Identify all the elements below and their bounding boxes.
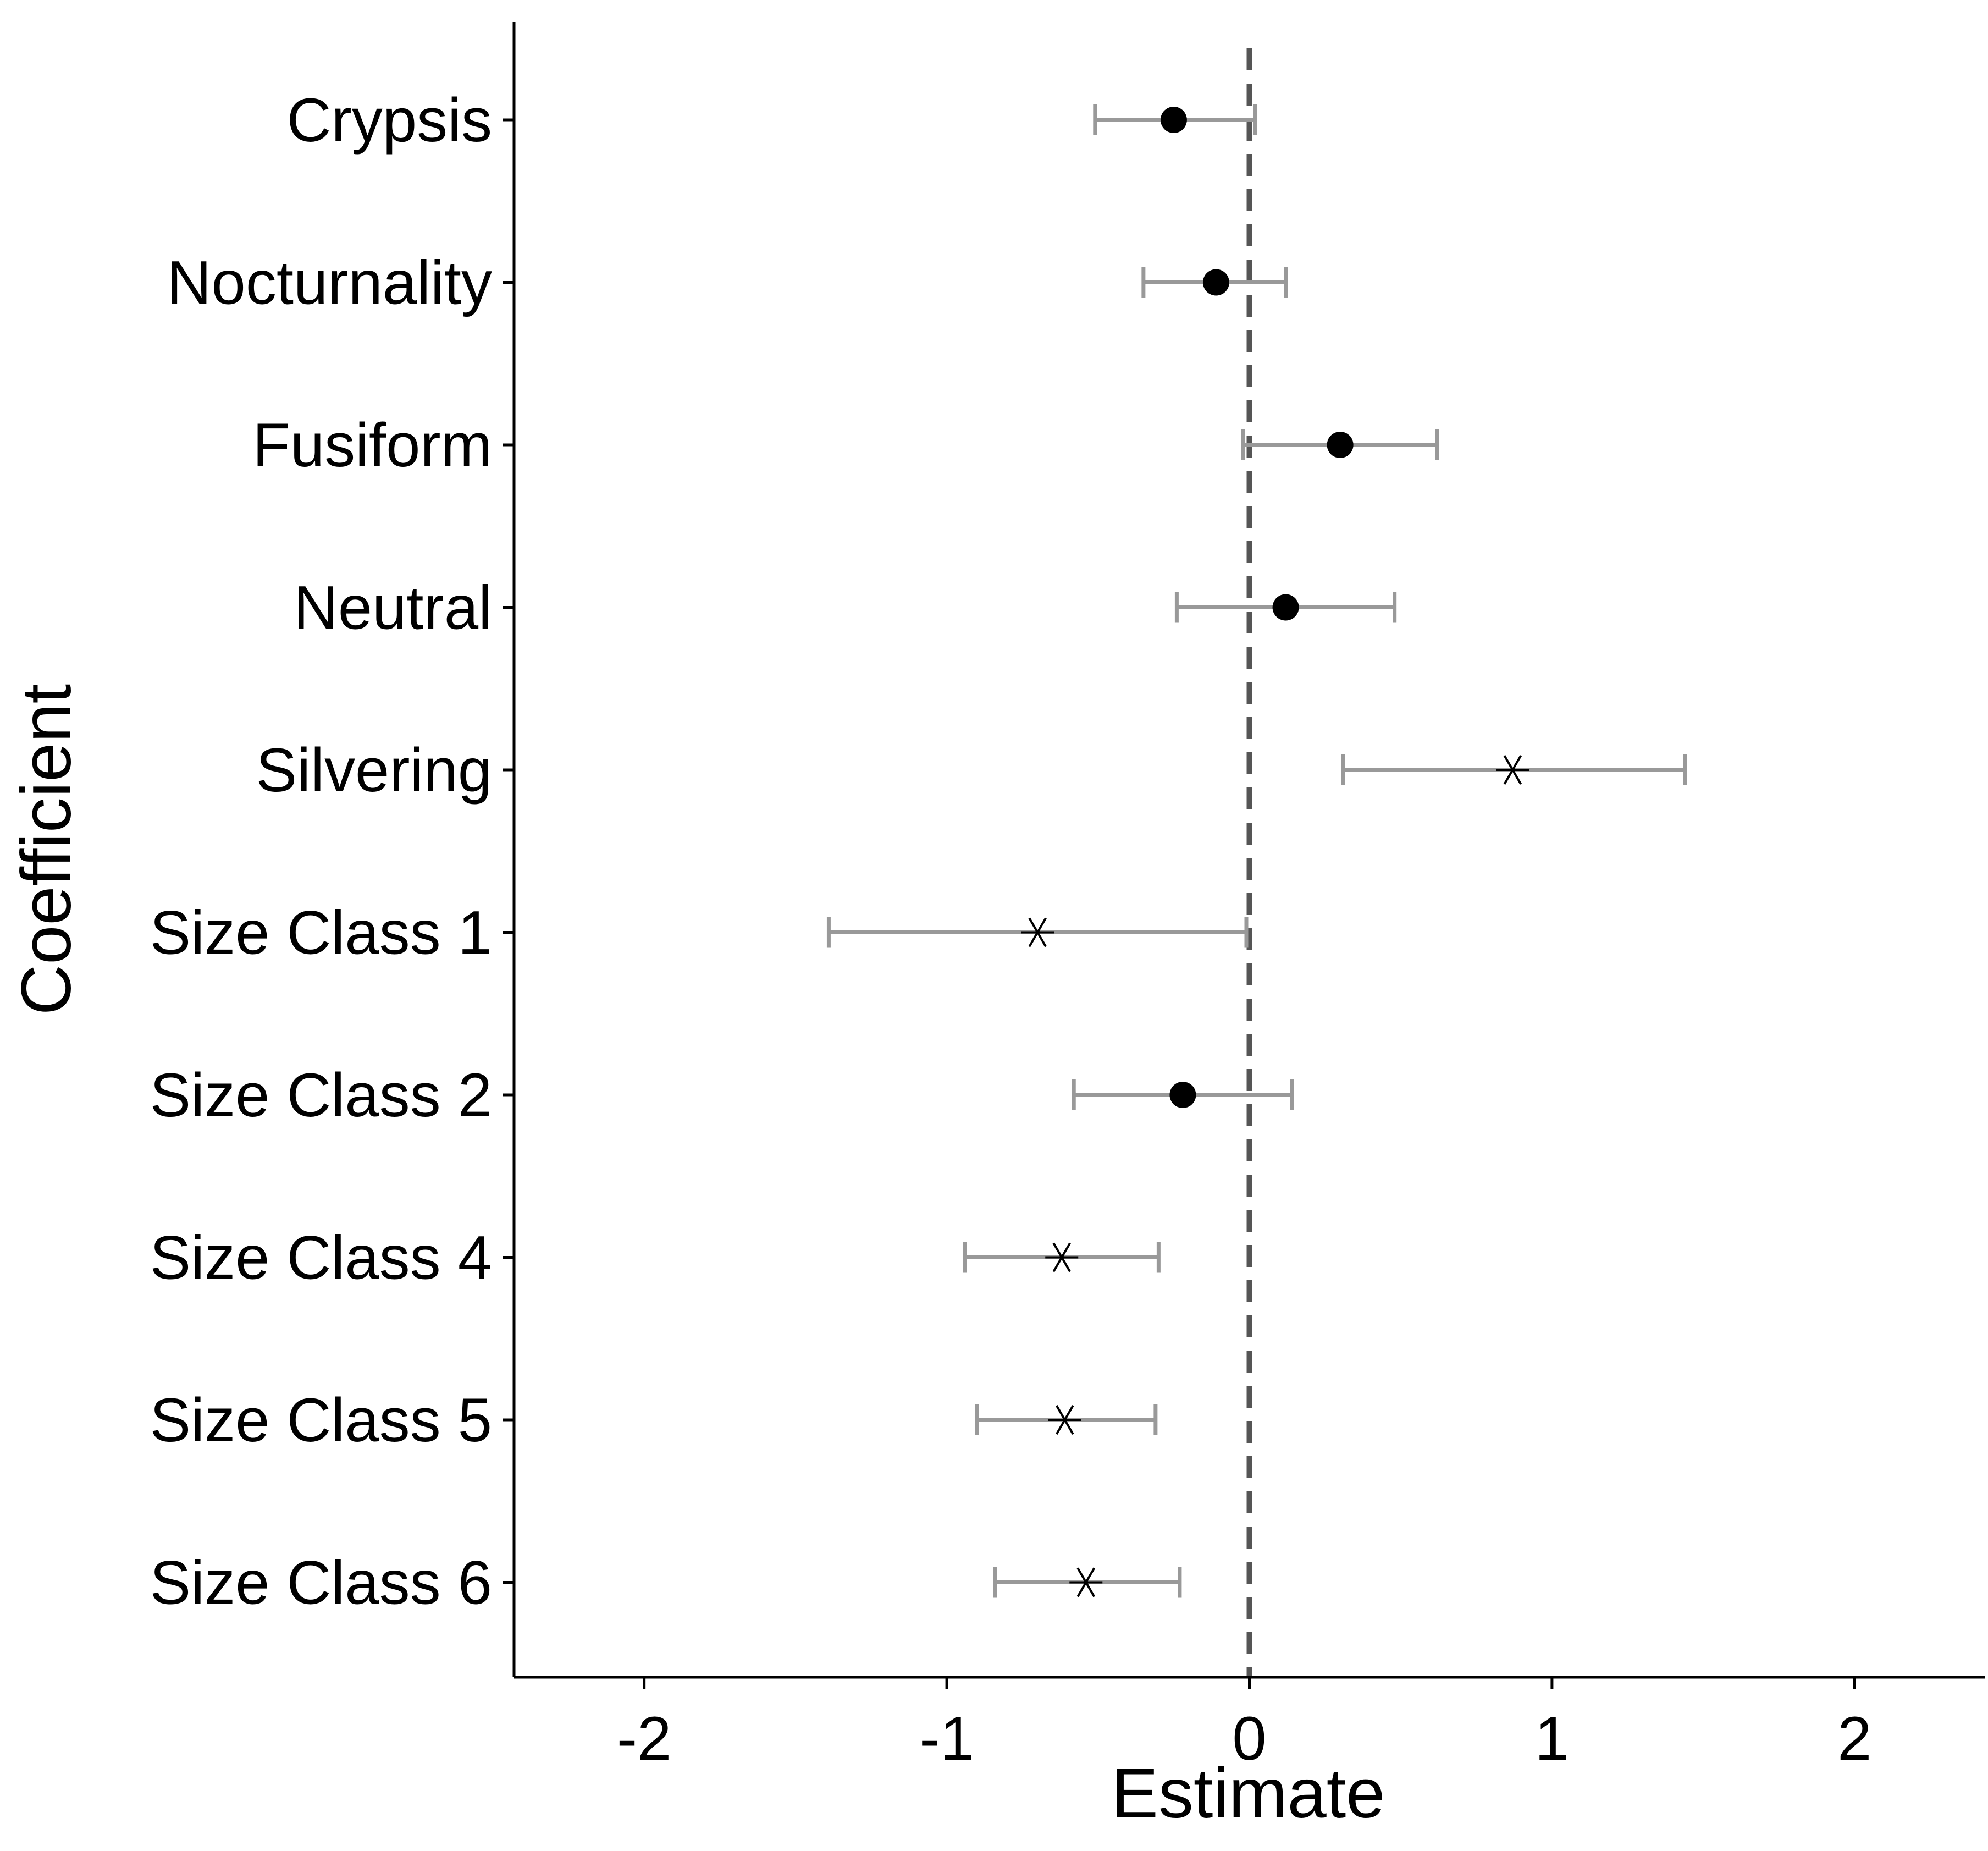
x-tick-label: 2 [1837,1704,1871,1773]
y-tick-label: Size Class 1 [150,899,492,967]
y-tick-label: Size Class 2 [150,1061,492,1130]
x-axis-title: Estimate [1112,1754,1385,1833]
y-axis-title: Coefficient [7,684,86,1015]
x-tick-label: 1 [1535,1704,1569,1773]
point-asterisk [1021,917,1054,947]
point-dot [1160,107,1187,133]
point-asterisk [1496,755,1529,785]
y-tick-label: Silvering [256,736,492,805]
point-dot [1202,269,1229,296]
y-tick-label: Size Class 5 [150,1386,492,1455]
y-tick-label: Crypsis [287,86,492,155]
x-tick-label: 0 [1232,1704,1266,1773]
y-tick-layer: Crypsis Nocturnality Fusiform Neutral Silver… [150,86,514,1617]
asterisk-stroke [1503,755,1522,785]
point-asterisk [1045,1242,1079,1272]
x-tick-label: -2 [617,1704,672,1773]
point-layer [1021,107,1529,1597]
x-tick-label: -1 [919,1704,974,1773]
asterisk-stroke [1028,917,1047,947]
asterisk-stroke [1056,1405,1074,1435]
point-asterisk [1069,1567,1103,1597]
asterisk-stroke [1052,1242,1071,1272]
asterisk-stroke [1076,1567,1096,1597]
point-dot [1169,1082,1196,1108]
y-tick-label: Neutral [294,574,492,642]
y-tick-label: Nocturnality [167,249,492,317]
y-tick-label: Fusiform [252,411,492,480]
point-asterisk [1048,1405,1081,1435]
y-tick-label: Size Class 6 [150,1549,492,1617]
point-dot [1327,432,1354,458]
errorbar-layer [826,104,1687,1598]
point-dot [1272,594,1299,621]
y-tick-label: Size Class 4 [150,1224,492,1292]
x-tick-layer: -2 -1 0 1 2 [617,1677,1871,1773]
